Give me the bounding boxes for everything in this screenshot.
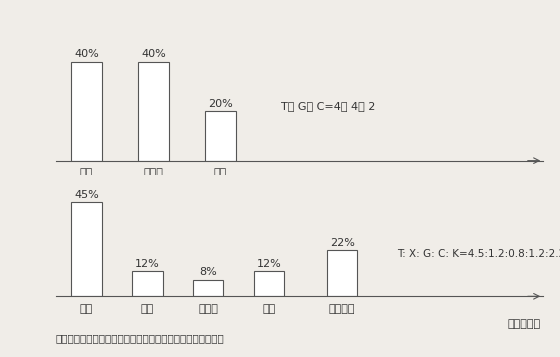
Bar [327,250,357,296]
Bar [132,271,162,296]
Bar [71,202,102,296]
Bar [71,62,102,161]
Bar [254,271,284,296]
Text: 12%: 12% [257,259,282,269]
Text: 40%: 40% [74,49,99,59]
Text: 22%: 22% [330,238,354,248]
Text: 40%: 40% [141,49,166,59]
Text: 20%: 20% [208,99,233,109]
Text: 8%: 8% [199,267,217,277]
Text: T： G： C=4： 4： 2: T： G： C=4： 4： 2 [281,101,376,111]
Text: T: X: G: C: K=4.5:1.2:0.8:1.2:2.2: T: X: G: C: K=4.5:1.2:0.8:1.2:2.2 [397,250,560,260]
Bar [138,62,169,161]
Text: （综合楼）: （综合楼） [507,319,540,329]
Bar [193,280,223,296]
Text: 45%: 45% [74,190,99,200]
Bar [205,111,236,161]
Text: （注实际分布比例应根据工程量计算，以上仅为举例形式。）: （注实际分布比例应根据工程量计算，以上仅为举例形式。） [56,333,225,343]
Text: 12%: 12% [135,259,160,269]
Text: （住宅楼）: （住宅楼） [507,183,540,193]
